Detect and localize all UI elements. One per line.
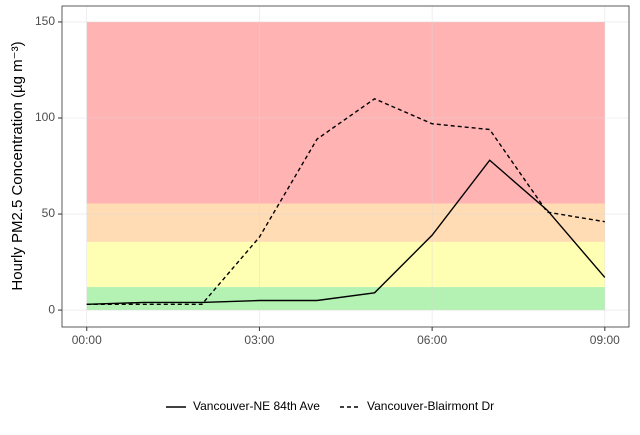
series-line	[86, 159, 606, 306]
x-tick-label: 00:00	[72, 333, 102, 347]
aqi-band	[86, 21, 605, 204]
y-tick-label: 150	[35, 14, 55, 28]
y-tick-label: 50	[42, 206, 56, 220]
y-tick-label: 0	[48, 302, 55, 316]
x-tick-label: 06:00	[417, 333, 447, 347]
aqi-band	[86, 203, 605, 242]
panel-border	[61, 5, 630, 328]
y-axis-label: Hourly PM2.5 Concentration (µg m⁻³)	[9, 41, 26, 290]
x-tick-label: 03:00	[244, 333, 274, 347]
legend-label: Vancouver-NE 84th Ave	[193, 399, 320, 413]
legend-label: Vancouver-Blairmont Dr	[367, 399, 494, 413]
series-line	[86, 97, 605, 306]
aqi-band	[86, 287, 605, 311]
aqi-band	[86, 241, 605, 288]
y-tick-label: 100	[35, 110, 55, 124]
x-tick-label: 09:00	[590, 333, 620, 347]
